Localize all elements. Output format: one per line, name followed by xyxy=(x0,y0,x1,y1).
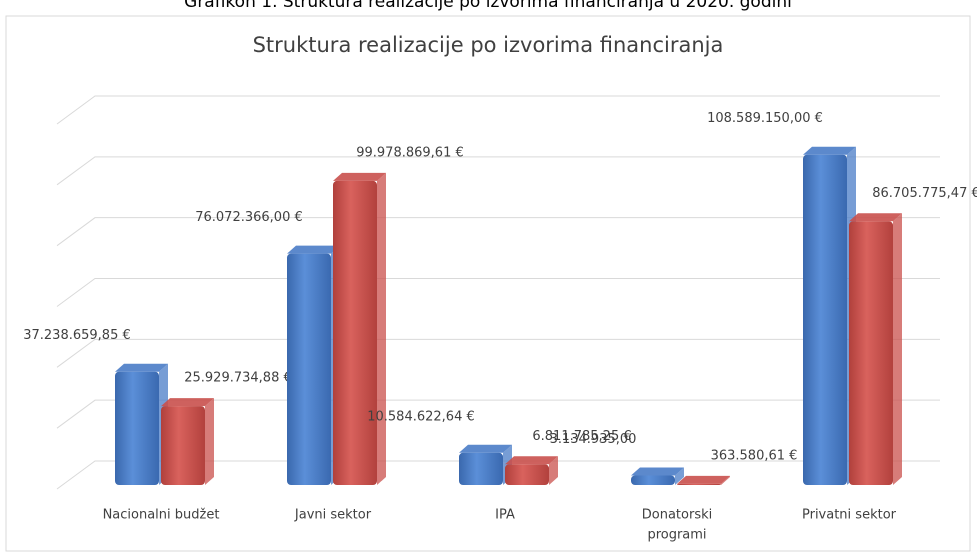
x-tick-label: IPA xyxy=(495,508,515,523)
bar-top xyxy=(161,398,214,407)
bar xyxy=(677,475,730,485)
bar xyxy=(803,146,856,485)
data-label: 3.134.935,00 xyxy=(550,432,637,447)
grid-line xyxy=(56,156,940,186)
data-label: 99.978.869,61 € xyxy=(356,145,464,160)
data-label: 6.811.785,25 € xyxy=(532,429,631,444)
data-label: 363.580,61 € xyxy=(711,448,798,463)
bar-front xyxy=(287,253,331,485)
x-tick-label: Donatorski xyxy=(642,508,712,523)
x-tick-label: Javni sektor xyxy=(294,508,372,523)
bar-side xyxy=(721,475,730,485)
bar xyxy=(161,398,214,485)
bar-front xyxy=(803,154,847,485)
bar-front xyxy=(631,475,675,485)
data-label: 108.589.150,00 € xyxy=(707,111,823,126)
bar-front xyxy=(115,371,159,485)
x-tick-label: Privatni sektor xyxy=(802,508,897,523)
caption: Grafikon 1. Struktura realizacije po izv… xyxy=(184,0,792,12)
data-label: 37.238.659,85 € xyxy=(23,328,131,343)
grid-line xyxy=(56,217,940,247)
bar xyxy=(459,444,512,485)
x-tick-label: programi xyxy=(647,528,706,543)
bar-top xyxy=(459,444,512,453)
bar-front xyxy=(505,464,549,485)
grid-line xyxy=(56,338,940,368)
bar xyxy=(287,245,340,485)
bar-side xyxy=(205,398,214,485)
bar xyxy=(631,467,684,485)
bar-side xyxy=(377,172,386,486)
bar-front xyxy=(161,406,205,485)
data-label: 10.584.622,64 € xyxy=(367,409,475,424)
bar-front xyxy=(849,221,893,485)
data-label: 76.072.366,00 € xyxy=(195,210,303,225)
chart-title: Struktura realizacije po izvorima financ… xyxy=(253,33,724,57)
bar-top xyxy=(115,363,168,372)
bar-front xyxy=(333,180,377,486)
bar-top xyxy=(803,146,856,155)
bar xyxy=(849,213,902,485)
grid-line xyxy=(56,278,940,307)
data-label: 86.705.775,47 € xyxy=(872,186,977,201)
bar xyxy=(505,456,558,485)
bar xyxy=(333,172,386,486)
bar-top xyxy=(677,475,730,484)
grid-line xyxy=(56,399,940,429)
bar-front xyxy=(459,452,503,485)
x-tick-label: Nacionalni budžet xyxy=(103,508,220,523)
bar-side xyxy=(675,467,684,485)
bar-top xyxy=(333,172,386,181)
grid-line xyxy=(56,460,940,490)
bar-top xyxy=(631,467,684,476)
bar xyxy=(115,363,168,485)
bar-top xyxy=(849,213,902,222)
bar-side xyxy=(893,213,902,485)
bar-top xyxy=(287,245,340,254)
bar-side xyxy=(549,456,558,485)
grid-line xyxy=(56,95,940,125)
bar-top xyxy=(505,456,558,465)
data-label: 25.929.734,88 € xyxy=(184,371,292,386)
bar-front xyxy=(677,483,721,485)
